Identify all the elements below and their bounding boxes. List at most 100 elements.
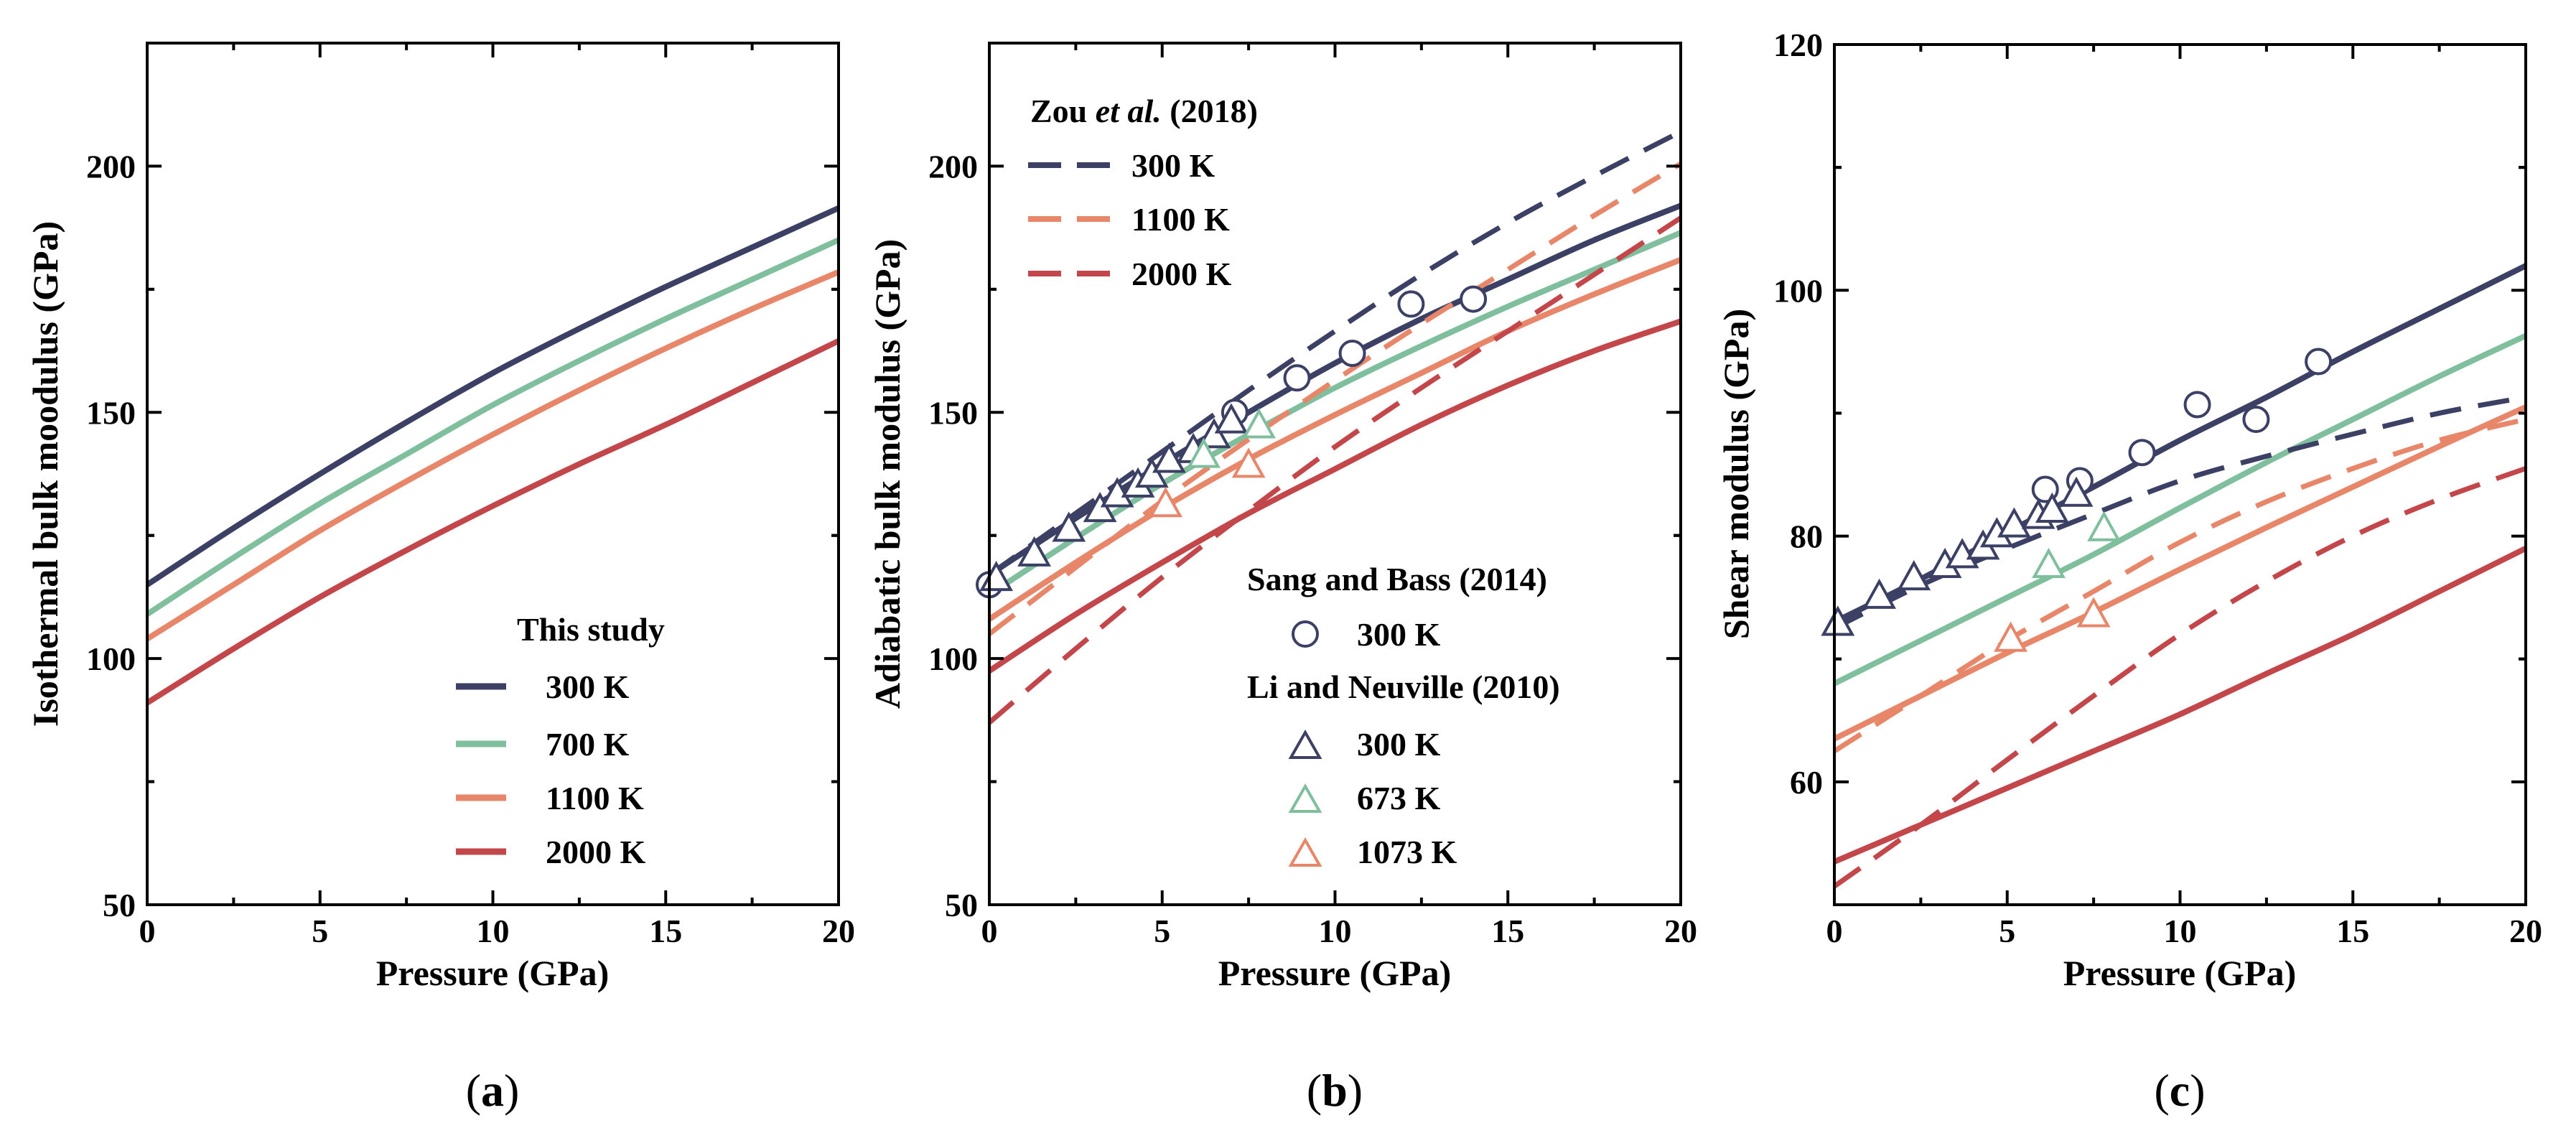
panel-b-series-zou-et-al-300-k: [989, 129, 1681, 577]
marker-li-and-neuville-2010-673-k: [2087, 511, 2121, 541]
x-tick-label: 0: [1826, 913, 1843, 949]
legend-zou-label-2000: 2000 K: [1131, 256, 1232, 292]
legend-li-title: Li and Neuville (2010): [1247, 668, 1560, 705]
marker-sang-and-bass-2014-300-k: [1397, 290, 1425, 318]
panel-label-c-close: ): [2190, 1065, 2205, 1116]
panel-b-series-this-study-1100-k: [989, 256, 1681, 622]
y-tick-label: 100: [928, 640, 978, 677]
legend-zou-title: Zou et al. (2018): [1030, 93, 1258, 129]
legend-zou-title-post: (2018): [1162, 93, 1258, 129]
legend-li-label-1073: 1073 K: [1357, 834, 1457, 870]
panel-label-c-letter: c: [2170, 1065, 2190, 1116]
marker-li-and-neuville-2010-300-k: [1197, 418, 1231, 449]
panel-c: 0 5 10 15 20 60 80 100 120 Pressure (GPa) Shear …: [1716, 27, 2542, 993]
panel-label-b-letter: b: [1322, 1065, 1348, 1116]
legend-li-marker-673: [1288, 783, 1322, 813]
panel-label-a: (a): [466, 1065, 520, 1116]
marker-sang-and-bass-2014-300-k: [1338, 340, 1366, 367]
marker-li-and-neuville-2010-300-k: [1052, 511, 1086, 542]
panel-a-series-group: [147, 205, 839, 706]
marker-sang-and-bass-2014-300-k: [2128, 439, 2156, 467]
legend-sang-marker-300: [1292, 620, 1319, 648]
marker-li-and-neuville-2010-300-k: [1134, 457, 1169, 488]
panel-a-series-300-k: [147, 205, 839, 587]
y-tick-label: 100: [1773, 272, 1823, 309]
panel-c-series-group: [1834, 263, 2526, 889]
panel-b-series-zou-et-al-1100-k: [989, 161, 1681, 636]
panel-c-plot-elements: [1821, 263, 2526, 889]
legend-a-title: This study: [517, 611, 665, 648]
x-tick-label: 10: [2164, 913, 2197, 949]
y-tick-label: 150: [928, 394, 978, 431]
legend-li-marker-1073: [1288, 837, 1322, 867]
panel-label-c: (c): [2154, 1065, 2205, 1116]
marker-sang-and-bass-2014-300-k: [1283, 364, 1311, 392]
x-tick-label: 20: [822, 913, 855, 949]
panel-a-ylabel: Isothermal bulk moodulus (GPa): [25, 221, 65, 727]
y-tick-label: 150: [86, 394, 136, 431]
panel-a-series-700-k: [147, 237, 839, 617]
panel-b-frame: [988, 42, 1682, 906]
panel-label-a-letter: a: [481, 1065, 504, 1116]
panel-b-series-zou-et-al-2000-k: [989, 215, 1681, 725]
marker-li-and-neuville-2010-1073-k: [2076, 597, 2111, 628]
y-tick-label: 50: [103, 887, 136, 923]
panel-c-series-zou-et-al-2000-k: [1834, 466, 2526, 889]
panel-c-series-this-study-2000-k: [1834, 546, 2526, 865]
y-tick-label: 200: [928, 148, 978, 185]
marker-li-and-neuville-2010-1073-k: [1994, 621, 2027, 652]
legend-zou-label-1100: 1100 K: [1131, 201, 1230, 238]
panel-a-series-2000-k: [147, 338, 839, 706]
marker-li-and-neuville-2010-1073-k: [1149, 487, 1182, 518]
panel-a: 0 5 10 15 20 50 100 150 200 Pressure (GPa) Isoth…: [25, 42, 855, 993]
panel-c-axes: 0 5 10 15 20 60 80 100 120: [1773, 27, 2542, 949]
panel-b-plot-elements: [976, 129, 1681, 725]
legend-li-marker-300: [1288, 729, 1322, 759]
marker-sang-and-bass-2014-300-k: [2183, 391, 2211, 419]
x-tick-label: 0: [981, 913, 998, 949]
panel-a-legend: This study 300 K 700 K 1100 K 2000 K: [456, 611, 665, 870]
legend-a-label-1100: 1100 K: [546, 780, 644, 816]
x-tick-label: 20: [1664, 913, 1697, 949]
marker-li-and-neuville-2010-673-k: [1187, 437, 1221, 468]
panel-a-xlabel: Pressure (GPa): [376, 953, 609, 993]
marker-li-and-neuville-2010-300-k: [1821, 605, 1855, 636]
y-tick-label: 50: [945, 887, 978, 923]
panel-c-series-this-study-1100-k: [1834, 404, 2526, 742]
legend-li-label-300: 300 K: [1357, 726, 1441, 763]
panel-a-series-1100-k: [147, 269, 839, 642]
panel-a-plot-elements: [147, 205, 839, 706]
legend-a-label-2000: 2000 K: [546, 834, 646, 870]
x-tick-label: 5: [312, 913, 328, 949]
x-tick-label: 15: [649, 913, 682, 949]
panel-label-b-close: ): [1348, 1065, 1363, 1116]
marker-sang-and-bass-2014-300-k: [2305, 348, 2333, 376]
marker-li-and-neuville-2010-673-k: [2032, 547, 2066, 579]
panel-label-c-open: (: [2154, 1065, 2169, 1116]
marker-li-and-neuville-2010-300-k: [1997, 507, 2031, 538]
panel-b-axes: 0 5 10 15 20 50 100 150 200: [928, 43, 1697, 949]
legend-sang-label-300: 300 K: [1357, 616, 1441, 653]
panel-b-legend-exp: Sang and Bass (2014) 300 K Li and Neuvil…: [1247, 561, 1560, 870]
legend-sang-title: Sang and Bass (2014): [1247, 561, 1547, 597]
marker-li-and-neuville-2010-300-k: [2035, 492, 2069, 523]
panel-b-series-this-study-2000-k: [989, 318, 1681, 674]
x-tick-label: 15: [1491, 913, 1524, 949]
marker-li-and-neuville-2010-300-k: [1897, 560, 1931, 591]
x-tick-label: 0: [139, 913, 156, 949]
marker-li-and-neuville-2010-1073-k: [1231, 447, 1266, 478]
y-tick-label: 100: [86, 640, 136, 677]
legend-zou-title-pre: Zou: [1030, 93, 1096, 129]
marker-li-and-neuville-2010-300-k: [1862, 578, 1896, 609]
panel-b-legend-zou: Zou et al. (2018) 300 K 1100 K 2000 K: [1028, 93, 1258, 292]
panel-c-series-this-study-700-k: [1834, 332, 2526, 686]
x-tick-label: 5: [1154, 913, 1170, 949]
marker-sang-and-bass-2014-300-k: [1460, 285, 1488, 313]
legend-zou-title-em: et al.: [1096, 93, 1162, 129]
legend-a-label-300: 300 K: [546, 668, 630, 705]
panel-a-axes: 0 5 10 15 20 50 100 150 200: [86, 43, 855, 949]
panel-c-ylabel: Shear modulus (GPa): [1716, 309, 1756, 639]
marker-li-and-neuville-2010-300-k: [1083, 491, 1117, 523]
marker-li-and-neuville-2010-300-k: [1214, 403, 1249, 434]
